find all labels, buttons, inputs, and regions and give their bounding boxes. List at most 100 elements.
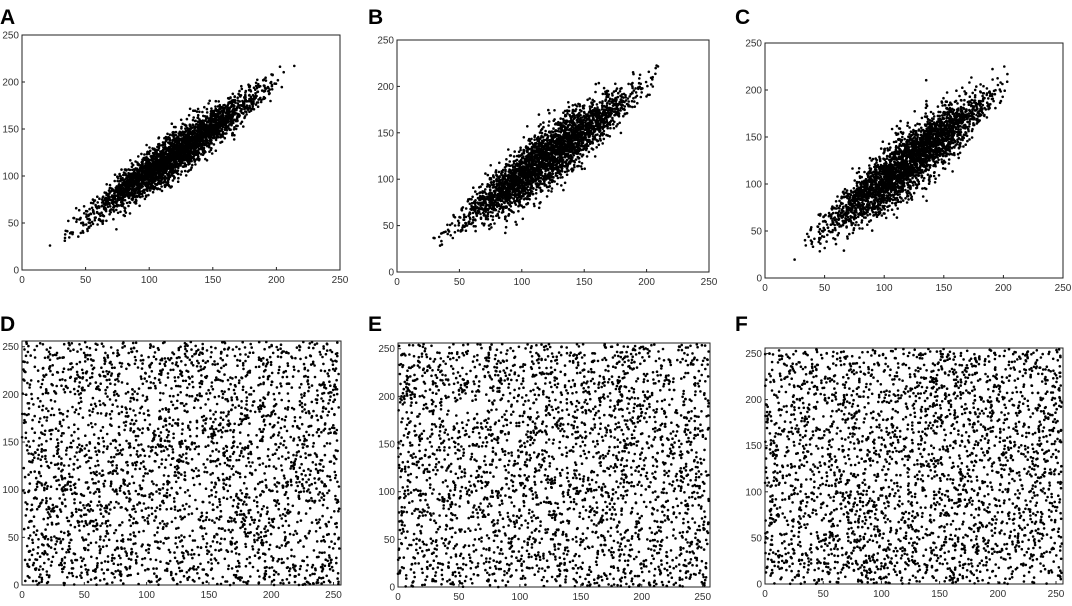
data-point — [141, 190, 145, 194]
data-point — [115, 228, 118, 231]
data-point — [552, 127, 555, 130]
data-point — [75, 220, 78, 224]
data-point — [181, 155, 185, 159]
data-point — [448, 223, 452, 227]
data-point — [257, 82, 260, 86]
data-point — [230, 114, 233, 118]
data-point — [116, 211, 120, 215]
data-point — [127, 204, 130, 208]
data-point — [168, 147, 172, 150]
data-point — [208, 150, 211, 153]
data-point — [209, 130, 213, 133]
data-point — [147, 165, 150, 168]
data-point — [197, 158, 201, 162]
data-point — [504, 225, 508, 229]
data-point — [96, 223, 99, 226]
data-point — [144, 183, 147, 187]
data-point — [221, 114, 224, 117]
data-point — [203, 115, 207, 118]
data-point — [187, 139, 191, 143]
data-point — [187, 169, 191, 172]
data-point — [527, 139, 530, 142]
data-point — [651, 85, 655, 88]
data-point — [200, 126, 203, 129]
data-point — [489, 191, 493, 195]
data-point — [188, 144, 191, 148]
data-point — [472, 224, 476, 228]
data-point — [600, 104, 604, 107]
data-point — [534, 192, 538, 195]
data-point — [636, 101, 639, 105]
data-point — [140, 152, 143, 156]
data-point — [267, 92, 271, 96]
data-point — [161, 161, 164, 164]
data-point — [208, 146, 211, 149]
data-point — [151, 178, 154, 182]
data-point — [114, 197, 117, 201]
data-point — [508, 208, 511, 212]
data-point — [104, 191, 108, 195]
data-point — [98, 212, 101, 215]
data-point — [170, 185, 173, 188]
data-point — [115, 208, 118, 212]
data-point — [168, 141, 171, 145]
data-point — [484, 188, 487, 191]
data-point — [137, 180, 140, 184]
data-point — [174, 130, 178, 134]
data-point — [125, 174, 128, 177]
data-point — [78, 218, 81, 221]
data-point — [558, 170, 562, 173]
data-point — [240, 84, 243, 88]
data-point — [251, 105, 254, 108]
data-point — [137, 170, 141, 174]
data-point — [170, 164, 174, 168]
data-point — [90, 206, 94, 210]
data-point — [161, 171, 165, 175]
data-point — [182, 135, 186, 139]
data-point — [132, 194, 135, 197]
data-point — [240, 120, 244, 124]
data-point — [248, 84, 252, 88]
data-point — [608, 97, 612, 101]
data-point — [171, 131, 174, 134]
data-point — [94, 205, 98, 209]
data-point — [493, 222, 496, 225]
data-point — [273, 82, 276, 85]
data-point — [117, 186, 120, 190]
data-point — [191, 163, 194, 167]
data-point — [225, 111, 229, 114]
x-tick-label: 100 — [141, 275, 158, 286]
data-point — [63, 236, 67, 240]
data-point — [522, 136, 526, 139]
data-point — [92, 212, 96, 215]
data-point — [113, 173, 117, 176]
data-point — [195, 129, 199, 132]
data-point — [593, 155, 597, 158]
data-point — [226, 107, 230, 111]
data-point — [199, 121, 202, 125]
data-point — [184, 150, 187, 154]
data-point — [231, 109, 234, 113]
data-point — [233, 95, 236, 98]
data-point — [553, 109, 556, 112]
data-point — [167, 173, 171, 176]
data-point — [194, 146, 198, 149]
data-point — [462, 218, 466, 221]
data-point — [262, 97, 266, 100]
data-point — [170, 167, 174, 170]
data-point — [547, 124, 550, 127]
data-point — [86, 229, 89, 233]
data-point — [121, 197, 124, 201]
data-point — [217, 135, 220, 139]
data-point — [198, 110, 201, 114]
data-point — [214, 105, 217, 108]
data-point — [130, 194, 133, 197]
data-point — [187, 113, 191, 117]
data-point — [207, 119, 211, 122]
data-point — [605, 102, 609, 105]
x-tick-label: 250 — [332, 275, 349, 286]
data-point — [174, 166, 177, 169]
data-point — [210, 118, 214, 121]
data-point — [512, 155, 516, 158]
